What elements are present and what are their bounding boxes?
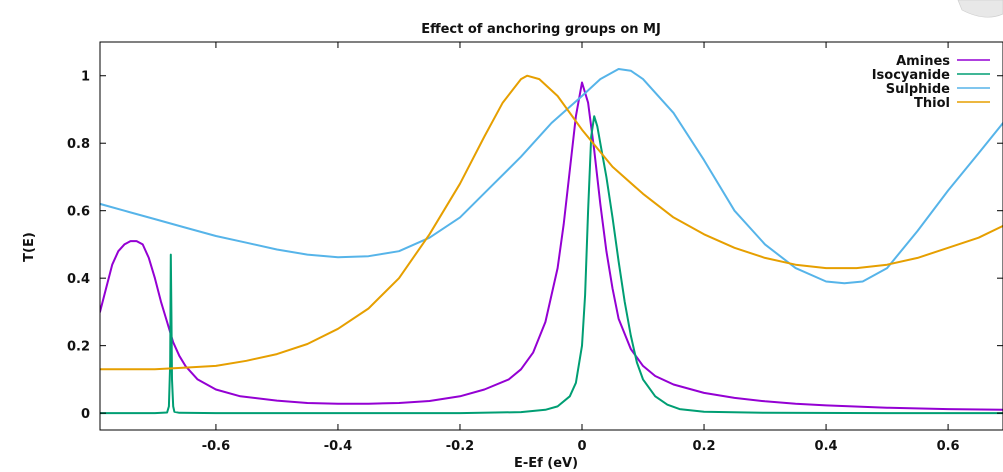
series-line-thiol <box>100 74 1003 371</box>
y-tick-label: 1 <box>81 70 90 85</box>
series-layer <box>100 68 1003 415</box>
y-tick-label: 0.2 <box>67 340 90 355</box>
legend-label: Amines <box>896 54 950 69</box>
x-tick-label: 0.2 <box>693 439 716 454</box>
legend-label: Isocyanide <box>872 68 950 83</box>
y-axis-title: T(E) <box>22 232 37 262</box>
chart-title: Effect of anchoring groups on MJ <box>421 22 661 37</box>
series-line-isocyanide <box>100 115 1003 415</box>
tick-layer: -0.6 -0.4 -0.2 0 0.2 0.4 0.6 0 0.2 0.4 0.6 0.8 1 <box>67 42 1003 454</box>
x-tick-label: 0.6 <box>937 439 960 454</box>
y-tick-label: 0.4 <box>67 272 90 287</box>
x-axis-title: E-Ef (eV) <box>514 456 578 471</box>
x-tick-label: -0.2 <box>446 439 474 454</box>
x-tick-label: 0.4 <box>815 439 838 454</box>
legend-label: Thiol <box>914 96 950 111</box>
x-tick-label: -0.4 <box>324 439 352 454</box>
series-line-sulphide <box>100 68 1003 285</box>
legend-label: Sulphide <box>886 82 950 97</box>
corner-decoration <box>957 0 1003 18</box>
y-tick-label: 0.8 <box>67 137 90 152</box>
y-tick-label: 0.6 <box>67 205 90 220</box>
x-tick-label: 0 <box>577 439 586 454</box>
x-tick-label: -0.6 <box>202 439 230 454</box>
plot-frame <box>99 41 1003 431</box>
series-line-amines <box>100 81 1003 411</box>
y-tick-label: 0 <box>81 407 90 422</box>
